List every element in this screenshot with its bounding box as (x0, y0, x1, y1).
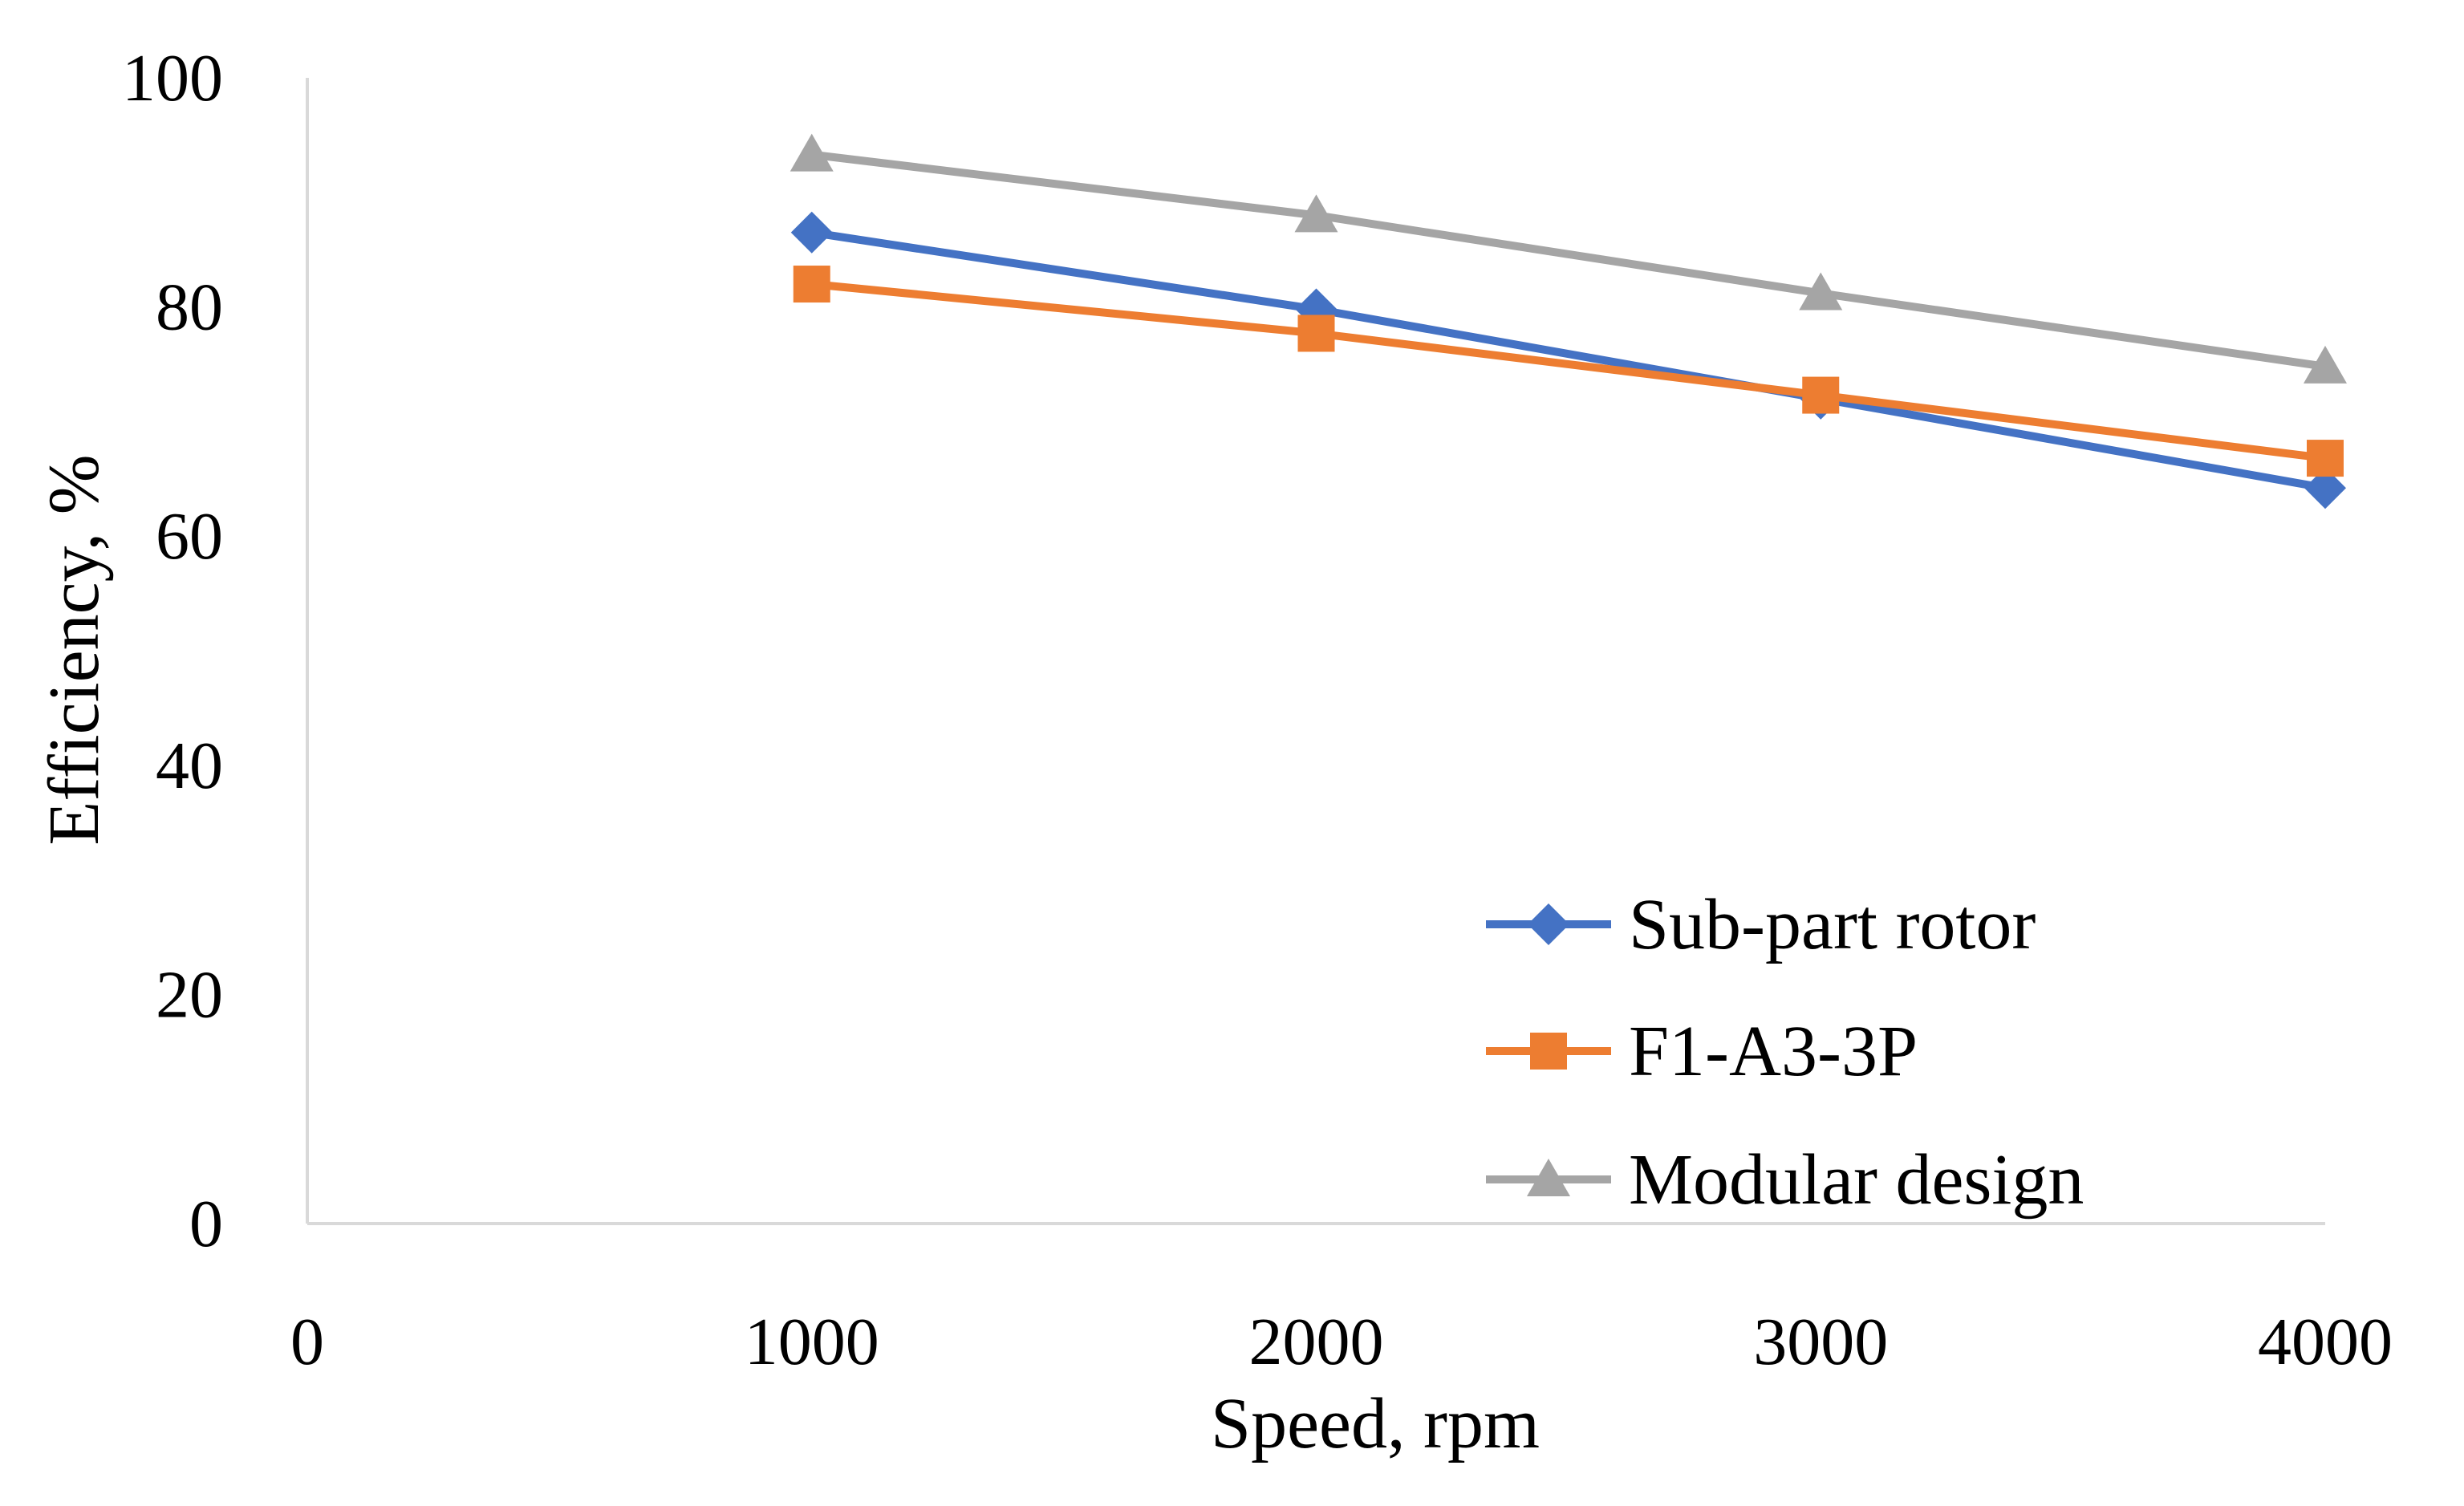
y-tick-label: 0 (189, 1187, 223, 1261)
data-point (790, 133, 834, 172)
series-line (807, 280, 2329, 463)
x-tick-label: 2000 (1249, 1305, 1384, 1379)
x-tick-label: 4000 (2258, 1305, 2393, 1379)
y-axis-title: Efficiency, % (35, 454, 114, 845)
series-line (807, 228, 2329, 493)
y-tick-label: 80 (156, 270, 223, 345)
legend-label: Sub-part rotor (1629, 885, 2036, 964)
data-point (1294, 194, 1338, 233)
data-point (1297, 315, 1335, 352)
series-3 (790, 133, 2347, 384)
legend: Sub-part rotor F1-A3-3P Modular design (1486, 885, 2084, 1220)
x-tick-label: 3000 (1753, 1305, 1888, 1379)
data-point (2304, 467, 2346, 509)
legend-item: F1-A3-3P (1486, 1012, 1918, 1091)
y-tick-label: 100 (122, 41, 223, 116)
series-layer (790, 133, 2347, 509)
legend-label: Modular design (1629, 1140, 2084, 1220)
legend-swatch-marker (1530, 1033, 1567, 1070)
x-tick-label: 1000 (745, 1305, 879, 1379)
data-point (790, 211, 833, 254)
legend-swatch-marker (1528, 903, 1569, 945)
data-point (1799, 272, 1843, 311)
x-tick-label: 0 (290, 1305, 324, 1379)
data-point (2307, 440, 2344, 477)
y-tick-label: 20 (156, 957, 223, 1032)
y-tick-label: 40 (156, 729, 223, 803)
data-point (793, 266, 830, 303)
y-tick-label: 60 (156, 499, 223, 574)
data-point (1802, 376, 1840, 414)
series-line (807, 150, 2329, 371)
legend-swatch-marker (1527, 1159, 1570, 1196)
x-tick-labels: 0 1000 2000 3000 4000 (290, 1305, 2393, 1379)
x-axis-title: Speed, rpm (1211, 1384, 1540, 1463)
legend-label: F1-A3-3P (1629, 1012, 1918, 1091)
data-point (2304, 345, 2347, 384)
series-2 (793, 266, 2344, 477)
y-tick-labels: 0 20 40 60 80 100 (122, 41, 223, 1261)
legend-item: Modular design (1486, 1140, 2084, 1220)
legend-item: Sub-part rotor (1486, 885, 2036, 964)
